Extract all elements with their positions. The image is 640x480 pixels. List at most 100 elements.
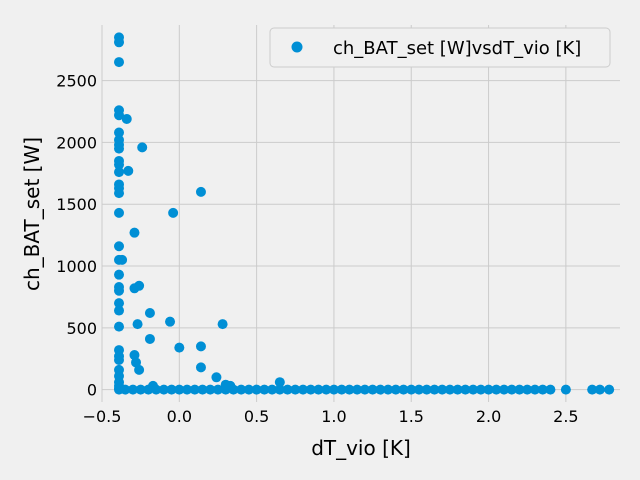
data-point [205, 384, 216, 395]
data-point [114, 188, 125, 199]
data-point [594, 384, 605, 395]
data-point [114, 269, 125, 280]
data-point [132, 319, 143, 330]
data-point [114, 285, 125, 296]
data-point [499, 384, 510, 395]
data-point [313, 384, 324, 395]
data-point [359, 384, 370, 395]
legend-entry-label: ch_BAT_set [W]vsdT_vio [K] [333, 38, 581, 59]
y-tick-label: 2500 [56, 72, 97, 91]
data-point [336, 384, 347, 395]
data-point [444, 384, 455, 395]
data-point [251, 384, 262, 395]
data-point [587, 384, 598, 395]
data-point [274, 384, 285, 395]
data-point [545, 384, 556, 395]
data-point [114, 167, 125, 178]
data-point [197, 384, 208, 395]
data-point [114, 305, 125, 316]
data-point [189, 384, 200, 395]
data-point [259, 384, 270, 395]
data-point [129, 350, 140, 361]
data-point [135, 384, 146, 395]
data-point [134, 280, 145, 291]
data-point [143, 384, 154, 395]
data-point [267, 384, 278, 395]
data-point [212, 384, 223, 395]
data-point [127, 384, 138, 395]
x-tick-label: 0.0 [167, 407, 192, 426]
data-point [166, 384, 177, 395]
data-point [114, 57, 125, 68]
data-point [506, 384, 517, 395]
data-point [114, 143, 125, 154]
legend-marker [291, 41, 303, 53]
data-point [123, 165, 134, 176]
data-point [144, 333, 155, 344]
y-tick-labels: 0 500 1000 1500 2000 2500 [56, 72, 97, 400]
data-point [151, 384, 162, 395]
data-point [437, 384, 448, 395]
data-point [217, 319, 228, 330]
data-point [529, 384, 540, 395]
data-point [114, 298, 125, 309]
y-axis-label: ch_BAT_set [W] [20, 137, 44, 291]
data-point [298, 384, 309, 395]
data-point [117, 254, 128, 265]
data-point [274, 377, 285, 388]
data-point [114, 241, 125, 252]
data-point [228, 384, 239, 395]
data-point [352, 384, 363, 395]
data-point [514, 384, 525, 395]
data-point [460, 384, 471, 395]
data-point [120, 384, 131, 395]
data-point [195, 362, 206, 373]
data-point [390, 384, 401, 395]
y-tick-label: 500 [66, 319, 97, 338]
data-point [129, 227, 140, 238]
y-tick-label: 1500 [56, 195, 97, 214]
data-point [114, 37, 125, 48]
data-point [114, 321, 125, 332]
x-axis-label: dT_vio [K] [311, 436, 411, 460]
data-point [168, 207, 179, 218]
data-point [475, 384, 486, 395]
x-tick-label: −0.5 [83, 407, 122, 426]
x-tick-label: 2.0 [476, 407, 501, 426]
data-point [114, 207, 125, 218]
data-point [174, 342, 185, 353]
x-tick-labels: −0.5 0.0 0.5 1.0 1.5 2.0 2.5 [83, 407, 579, 426]
data-point [137, 142, 148, 153]
data-point [344, 384, 355, 395]
data-point [406, 384, 417, 395]
grid-lines [101, 25, 620, 402]
data-point [321, 384, 332, 395]
data-point [174, 384, 185, 395]
data-point [604, 384, 615, 395]
data-point [114, 110, 125, 121]
data-point [383, 384, 394, 395]
data-point [413, 384, 424, 395]
data-point [165, 316, 176, 327]
data-point [452, 384, 463, 395]
data-point [522, 384, 533, 395]
x-tick-label: 0.5 [244, 407, 269, 426]
y-tick-label: 1000 [56, 257, 97, 276]
data-point [560, 384, 571, 395]
data-point [182, 384, 193, 395]
x-tick-label: 2.5 [553, 407, 578, 426]
y-tick-label: 0 [87, 381, 97, 400]
data-point [491, 384, 502, 395]
data-point [375, 384, 386, 395]
data-point [195, 186, 206, 197]
data-point [421, 384, 432, 395]
data-point [243, 384, 254, 395]
data-point [236, 384, 247, 395]
data-point [483, 384, 494, 395]
data-point [220, 384, 231, 395]
data-point [114, 127, 125, 138]
data-point [134, 364, 145, 375]
data-point [211, 372, 222, 383]
data-point [144, 308, 155, 319]
